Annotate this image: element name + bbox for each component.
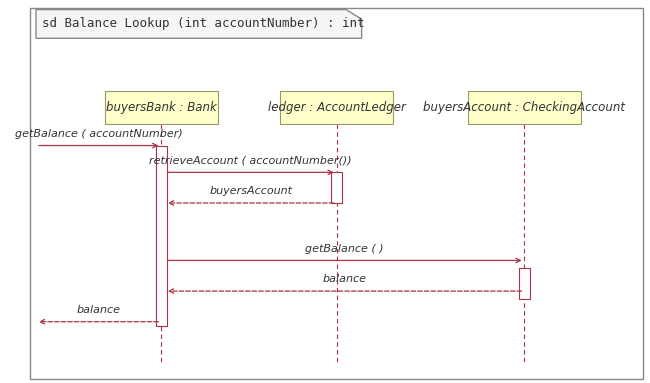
Text: balance: balance xyxy=(323,274,367,284)
Text: buyersAccount : CheckingAccount: buyersAccount : CheckingAccount xyxy=(424,101,625,114)
Text: getBalance ( accountNumber): getBalance ( accountNumber) xyxy=(15,129,183,139)
FancyBboxPatch shape xyxy=(105,91,218,124)
FancyBboxPatch shape xyxy=(519,268,530,299)
Text: buyersAccount: buyersAccount xyxy=(209,186,292,196)
Text: ledger : AccountLedger: ledger : AccountLedger xyxy=(268,101,406,114)
Text: retrieveAccount ( accountNumber()): retrieveAccount ( accountNumber()) xyxy=(150,155,352,165)
Text: getBalance ( ): getBalance ( ) xyxy=(306,244,384,254)
FancyBboxPatch shape xyxy=(331,172,342,203)
FancyBboxPatch shape xyxy=(468,91,581,124)
FancyBboxPatch shape xyxy=(30,8,644,379)
Text: buyersBank : Bank: buyersBank : Bank xyxy=(106,101,216,114)
Text: sd Balance Lookup (int accountNumber) : int: sd Balance Lookup (int accountNumber) : … xyxy=(42,18,365,30)
FancyBboxPatch shape xyxy=(280,91,393,124)
Polygon shape xyxy=(36,10,361,38)
FancyBboxPatch shape xyxy=(155,146,167,326)
Text: balance: balance xyxy=(77,305,121,315)
